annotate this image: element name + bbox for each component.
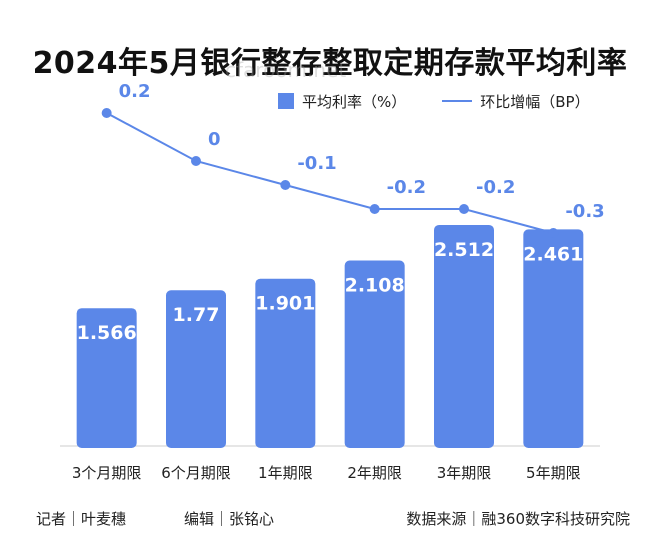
line-point-2: [280, 180, 291, 190]
x-tick-label-0: 3个月期限: [72, 464, 142, 482]
footer: 记者｜叶麦穗 编辑｜张铭心 数据来源｜融360数字科技研究院: [36, 508, 630, 528]
bar-label-3: 2.108: [345, 274, 405, 296]
line-series: [106, 112, 554, 234]
source-credit: 数据来源｜融360数字科技研究院: [406, 510, 630, 528]
line-point-1: [191, 156, 201, 166]
bar-5: [523, 229, 584, 448]
bar-4: [434, 224, 494, 448]
x-tick-label-2: 1年期限: [258, 464, 313, 482]
legend-line-label: 环比增幅（BP）: [480, 92, 590, 111]
line-label-1: 0: [208, 129, 221, 150]
legend: 平均利率（%） 环比增幅（BP）: [278, 90, 590, 112]
line-label-0: 0.2: [119, 81, 151, 102]
bar-0: [76, 308, 137, 448]
line-label-3: -0.2: [387, 177, 426, 198]
line-point-3: [369, 204, 380, 214]
bar-2: [255, 278, 316, 448]
chart-title: 2024年5月银行整存整取定期存款平均利率: [32, 46, 628, 81]
x-tick-label-1: 6个月期限: [161, 464, 231, 482]
editor-credit: 编辑｜张铭心: [184, 510, 275, 528]
bar-3: [344, 260, 405, 448]
x-tick-label-5: 5年期限: [526, 464, 581, 482]
x-tick-label-4: 3年期限: [437, 464, 492, 482]
line-point-0: [101, 108, 112, 118]
legend-bar-label: 平均利率（%）: [302, 92, 407, 111]
x-tick-label-3: 2年期限: [347, 464, 402, 482]
reporter-credit: 记者｜叶麦穗: [36, 510, 127, 528]
line-point-4: [459, 204, 469, 214]
line-label-5: -0.3: [565, 201, 604, 222]
line-label-2: -0.1: [297, 153, 336, 174]
bar-1: [166, 290, 226, 448]
legend-line-swatch: [442, 100, 473, 102]
bar-label-2: 1.901: [255, 293, 315, 315]
legend-bar-swatch: [278, 93, 294, 109]
bar-label-1: 1.77: [173, 304, 220, 326]
line-point-5: [548, 228, 559, 238]
line-label-4: -0.2: [476, 177, 515, 198]
bar-label-0: 1.566: [77, 322, 137, 344]
bar-label-4: 2.512: [434, 239, 494, 261]
watermark: cfaroom.net: [225, 58, 347, 82]
bar-label-5: 2.461: [523, 243, 583, 265]
